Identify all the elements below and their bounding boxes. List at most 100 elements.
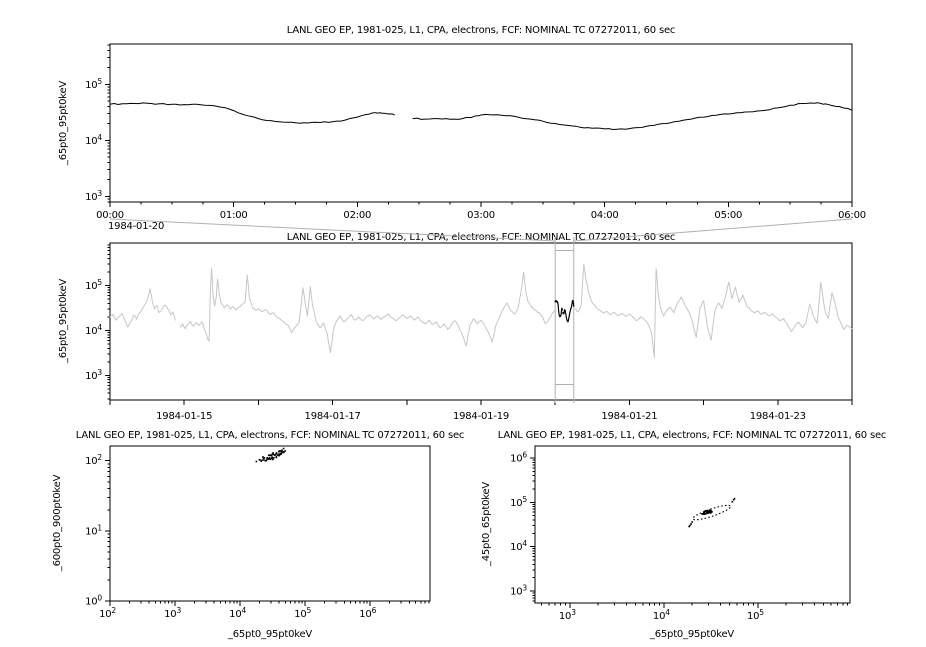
y-axis-label: _45pt0_65pt0keV <box>481 482 492 567</box>
context-selection-box[interactable] <box>554 237 575 403</box>
tick-label: 104 <box>85 133 102 147</box>
tick-label: 1984-01-23 <box>750 411 806 422</box>
plot-frame <box>534 445 851 604</box>
plot-frame <box>109 43 853 203</box>
zoom-connector-lines <box>109 218 853 242</box>
scatter-point <box>267 458 270 460</box>
scatter-point <box>281 451 283 454</box>
scatter-point <box>272 458 274 460</box>
plot-frame <box>109 242 853 401</box>
tick-label: 104 <box>85 323 102 337</box>
context-data-line <box>180 267 555 354</box>
scatter-point <box>270 454 273 457</box>
tick-label: 101 <box>85 523 102 537</box>
y-axis-ticks <box>105 460 110 602</box>
scatter-point <box>276 454 279 456</box>
scatter-point <box>731 500 734 503</box>
scatter-point <box>275 452 278 454</box>
scatter-point <box>689 524 691 527</box>
scatter-point <box>280 452 283 455</box>
scatter-point <box>265 459 268 462</box>
tick-label: 05:00 <box>714 210 742 221</box>
scatter-point <box>274 453 277 456</box>
tick-label: 1984-01-21 <box>601 411 657 422</box>
tick-label: 104 <box>229 606 246 620</box>
data-line <box>412 102 853 130</box>
context-plot-area[interactable]: 103 104 105 1984-01-15 1984-01-17 1984-01-19 1… <box>85 218 853 422</box>
scatter-point <box>281 449 283 452</box>
scatter-point <box>269 458 272 460</box>
plot-title: LANL GEO EP, 1981-025, L1, CPA, electron… <box>76 430 464 441</box>
tick-label: 105 <box>510 495 527 509</box>
connector-left-line <box>109 218 556 242</box>
scatter-left-plot-area[interactable]: 100 101 102 102 103 104 105 106 <box>85 445 431 620</box>
scatter-point <box>279 450 281 452</box>
scatter-point <box>270 457 273 459</box>
tick-label: 104 <box>653 608 670 622</box>
y-axis-label: _65pt0_95pt0keV <box>58 279 69 364</box>
scatter-point <box>704 510 707 512</box>
scatter-point <box>690 523 692 525</box>
highlighted-interval-line <box>562 299 575 323</box>
x-axis-date-label: 1984-01-20 <box>108 221 164 232</box>
scatter-point <box>262 457 265 460</box>
y-axis-label: _65pt0_95pt0keV <box>58 81 69 166</box>
scatter-point <box>274 454 276 457</box>
scatter-point <box>704 512 707 515</box>
context-data-line <box>109 288 176 328</box>
scatter-points <box>255 447 287 463</box>
tick-label: 102 <box>85 453 102 467</box>
tick-label: 105 <box>294 606 311 620</box>
scatter-point <box>708 511 711 513</box>
tick-label: 105 <box>85 77 102 91</box>
context-timeseries-plot: LANL GEO EP, 1981-025, L1, CPA, electron… <box>58 218 853 422</box>
scatter-point <box>258 459 261 461</box>
tick-label: 1984-01-15 <box>156 411 212 422</box>
scatter-point <box>280 450 282 452</box>
scatter-point <box>263 459 265 461</box>
scatter-point <box>703 511 705 514</box>
scatter-point <box>702 513 705 515</box>
tick-label: 01:00 <box>220 210 248 221</box>
scatter-point <box>732 499 735 501</box>
tick-label: 104 <box>510 539 527 553</box>
tick-label: 103 <box>559 608 576 622</box>
scatter-point <box>275 455 278 458</box>
x-axis-ticks <box>540 603 849 608</box>
scatter-point <box>706 510 709 513</box>
scatter-point <box>266 458 268 460</box>
tick-label: 103 <box>510 584 527 598</box>
tick-label: 00:00 <box>96 210 124 221</box>
tick-label: 103 <box>85 368 102 382</box>
scatter-point <box>263 457 266 459</box>
top-plot-area[interactable]: 103 104 105 00:00 01:00 02:00 03:00 04:00 05:00 0… <box>85 43 866 221</box>
scatter-right-plot-area[interactable]: 103 104 105 106 103 104 105 <box>510 445 851 622</box>
y-axis-ticks <box>530 457 535 602</box>
scatter-point <box>255 460 258 463</box>
tick-label: 103 <box>164 606 181 620</box>
scatter-plot-left: LANL GEO EP, 1981-025, L1, CPA, electron… <box>52 430 464 640</box>
scatter-point <box>262 456 264 458</box>
scatter-point <box>260 460 262 462</box>
tick-label: 1984-01-17 <box>305 411 361 422</box>
scatter-stray-points <box>688 497 736 528</box>
scatter-point <box>278 453 281 455</box>
scatter-point <box>273 456 275 459</box>
x-axis-ticks <box>109 400 853 405</box>
plot-title: LANL GEO EP, 1981-025, L1, CPA, electron… <box>498 430 886 441</box>
scatter-point <box>282 447 285 450</box>
scatter-point <box>733 497 736 500</box>
connector-right-line <box>573 218 853 242</box>
scatter-point <box>271 456 273 459</box>
scatter-point <box>266 456 269 459</box>
tick-label: 106 <box>359 606 376 620</box>
y-axis-ticks <box>105 44 110 203</box>
scatter-point <box>691 521 693 523</box>
scatter-point <box>709 509 712 512</box>
tick-label: 102 <box>99 606 116 620</box>
scatter-point <box>268 457 271 459</box>
scatter-plot-right: LANL GEO EP, 1981-025, L1, CPA, electron… <box>481 430 886 640</box>
tick-label: 06:00 <box>838 210 866 221</box>
